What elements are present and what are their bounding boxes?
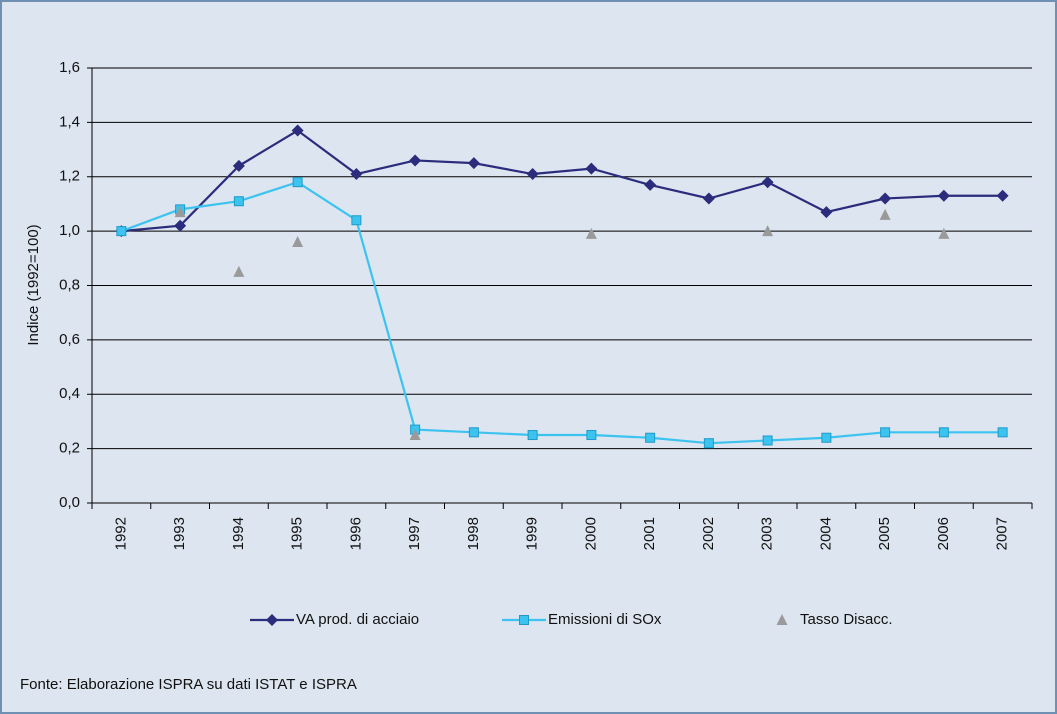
data-point — [645, 432, 656, 443]
x-tick-label: 2007 — [994, 517, 1011, 550]
y-tick-label: 0,6 — [59, 331, 80, 348]
data-point — [292, 236, 304, 247]
data-point — [879, 208, 891, 220]
data-point — [586, 430, 597, 441]
x-tick-label: 2003 — [759, 517, 776, 550]
y-tick-label: 0,4 — [59, 385, 80, 402]
data-point — [996, 189, 1009, 202]
x-tick-label: 1992 — [112, 517, 129, 550]
x-tick-label: 2002 — [700, 517, 717, 550]
data-point — [879, 192, 892, 205]
legend-marker — [776, 614, 788, 625]
legend-label: Emissioni di SOx — [548, 611, 662, 628]
x-tick-label: 2000 — [582, 517, 599, 550]
data-point — [762, 435, 773, 446]
data-point — [937, 189, 950, 202]
legend-marker — [266, 614, 278, 626]
data-point — [644, 178, 657, 191]
x-tick-label: 2005 — [876, 517, 893, 550]
x-tick-label: 1993 — [171, 517, 188, 550]
data-point — [468, 427, 479, 438]
data-point — [409, 154, 422, 167]
data-point — [409, 429, 421, 441]
data-point — [292, 177, 303, 188]
x-tick-label: 1997 — [406, 517, 423, 550]
data-point — [821, 432, 832, 443]
legend-label: Tasso Disacc. — [800, 611, 893, 628]
data-point — [938, 227, 950, 239]
x-tick-label: 1994 — [230, 517, 247, 550]
data-point — [174, 206, 186, 218]
data-point — [351, 215, 362, 226]
data-point — [585, 227, 597, 239]
x-tick-label: 1999 — [524, 517, 541, 550]
data-point — [703, 438, 714, 449]
data-point — [467, 157, 480, 170]
source-note: Fonte: Elaborazione ISPRA su dati ISTAT … — [20, 676, 357, 693]
data-point — [350, 168, 363, 181]
y-tick-label: 0,2 — [59, 440, 80, 457]
y-tick-label: 1,6 — [59, 59, 80, 76]
data-point — [174, 219, 187, 232]
data-point — [820, 206, 833, 219]
data-point — [702, 192, 715, 205]
x-tick-label: 2001 — [641, 517, 658, 550]
data-point — [585, 162, 598, 175]
y-tick-label: 0,0 — [59, 494, 80, 511]
data-point — [762, 225, 774, 237]
data-point — [233, 265, 245, 277]
series-line — [120, 180, 1003, 445]
legend-label: VA prod. di acciaio — [296, 611, 419, 628]
x-tick-label: 2004 — [817, 517, 834, 550]
data-point — [232, 159, 245, 172]
data-point — [527, 430, 538, 441]
series-line — [121, 129, 1003, 233]
data-point — [291, 124, 304, 137]
x-tick-label: 1996 — [347, 517, 364, 550]
data-point — [233, 196, 244, 207]
legend-marker — [519, 615, 529, 625]
x-tick-label: 2006 — [935, 517, 952, 550]
x-tick-label: 1995 — [289, 517, 306, 550]
y-tick-label: 0,8 — [59, 276, 80, 293]
data-point — [116, 226, 127, 237]
data-point — [880, 427, 891, 438]
y-tick-label: 1,2 — [59, 168, 80, 185]
y-tick-label: 1,0 — [59, 222, 80, 239]
y-axis-label: Indice (1992=100) — [25, 224, 42, 345]
y-tick-label: 1,4 — [59, 113, 80, 130]
data-point — [938, 427, 949, 438]
data-point — [761, 176, 774, 189]
data-point — [997, 427, 1008, 438]
x-tick-label: 1998 — [465, 517, 482, 550]
data-point — [526, 168, 539, 181]
